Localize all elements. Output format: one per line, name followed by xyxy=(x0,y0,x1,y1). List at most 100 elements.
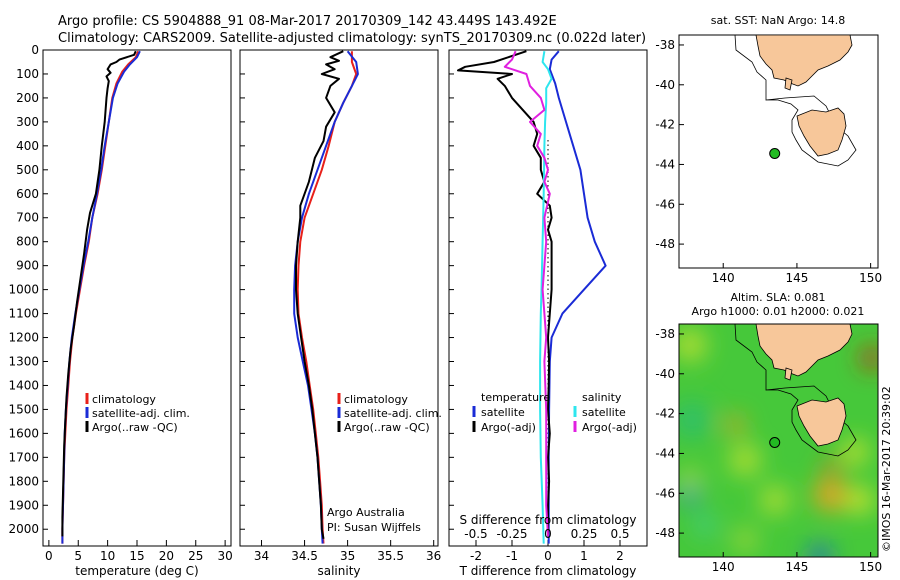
salinity-x-tick-label: 35.5 xyxy=(377,549,404,563)
depth-tick-label: 1800 xyxy=(8,474,39,488)
sst-float-marker xyxy=(769,148,781,159)
depth-tick-label: 2000 xyxy=(8,522,39,536)
salinity-difference-tick-label: 0.25 xyxy=(571,527,598,541)
map-y-tick-label: -44 xyxy=(655,157,675,171)
depth-tick-label: 800 xyxy=(16,235,39,249)
map-y-tick-label: -48 xyxy=(655,237,675,251)
sla-field xyxy=(679,324,878,557)
temperature-x-label: temperature (deg C) xyxy=(75,564,198,578)
salinity-x-tick-label: 36 xyxy=(426,549,441,563)
sla-map: Altim. SLA: 0.081 Argo h1000: 0.01 h2000… xyxy=(655,291,882,574)
legend-label-argo: Argo(..raw -QC) xyxy=(92,421,178,434)
sst-depth-contour xyxy=(734,35,857,167)
sla-mainland xyxy=(755,324,853,377)
depth-tick-label: 1300 xyxy=(8,354,39,368)
temperature-x-tick-label: 20 xyxy=(159,549,174,563)
difference-panel: -2 -1 0 1 2 T difference from climatology S … xyxy=(448,49,648,578)
difference-x-ticks: -2 -1 0 1 2 xyxy=(470,540,624,563)
difference-series xyxy=(457,50,607,544)
series-line-satellite-adj-clim- xyxy=(61,50,141,544)
legend-label-satellite: satellite-adj. clim. xyxy=(344,407,442,420)
depth-tick-label: 1500 xyxy=(8,402,39,416)
legend-label-temp-argo: Argo(-adj) xyxy=(481,421,536,434)
series-line-climatology xyxy=(61,50,140,544)
map-y-tick-label: -46 xyxy=(655,486,675,500)
credit-pi: PI: Susan Wijffels xyxy=(327,521,421,534)
legend-label-climatology: climatology xyxy=(344,393,408,406)
difference-depth-ticks xyxy=(449,49,454,530)
sst-map-title: sat. SST: NaN Argo: 14.8 xyxy=(711,14,845,27)
salinity-difference-label: S difference from climatology xyxy=(460,513,637,527)
legend-label-temp-satellite: satellite xyxy=(481,406,525,419)
legend-label-sal-argo: Argo(-adj) xyxy=(582,421,637,434)
sla-king-island xyxy=(784,367,793,381)
map-x-tick-label: 145 xyxy=(785,560,808,574)
series-line-argo-adj- xyxy=(503,50,551,537)
series-line-satellite xyxy=(547,50,607,544)
salinity-legend: climatology satellite-adj. clim. Argo(..… xyxy=(337,393,442,434)
legend-heading-temperature: temperature xyxy=(481,391,550,404)
sla-tasmania xyxy=(796,397,847,447)
sla-map-ticks: 140 145 150 -38 -40 -42 -44 -46 -48 xyxy=(655,327,882,574)
map-y-tick-label: -40 xyxy=(655,78,675,92)
sla-map-frame xyxy=(678,323,879,558)
temperature-x-tick-label: 5 xyxy=(74,549,82,563)
imos-credit: ©IMOS 16-Mar-2017 20:39:02 xyxy=(880,386,893,552)
map-y-tick-label: -40 xyxy=(655,367,675,381)
map-x-tick-label: 140 xyxy=(712,271,735,285)
depth-tick-label: 1900 xyxy=(8,498,39,512)
difference-x-tick-label: 0 xyxy=(544,549,552,563)
legend-label-climatology: climatology xyxy=(92,393,156,406)
legend-label-sal-satellite: satellite xyxy=(582,406,626,419)
salinity-difference-tick-label: -0.25 xyxy=(496,527,527,541)
sst-map: sat. SST: NaN Argo: 14.8 140 145 150 -38 -40… xyxy=(655,14,882,285)
credit-institution: Argo Australia xyxy=(327,506,405,519)
title-line-1: Argo profile: CS 5904888_91 08-Mar-2017 … xyxy=(58,14,557,29)
depth-tick-label: 1600 xyxy=(8,426,39,440)
depth-tick-label: 500 xyxy=(16,163,39,177)
sst-king-island xyxy=(784,77,793,91)
depth-tick-label: 1000 xyxy=(8,283,39,297)
difference-legend: temperature salinity satellite Argo(-adj… xyxy=(472,391,637,434)
depth-tick-label: 0 xyxy=(31,43,39,57)
depth-tick-label: 900 xyxy=(16,259,39,273)
map-x-tick-label: 140 xyxy=(712,560,735,574)
map-y-tick-label: -46 xyxy=(655,197,675,211)
legend-label-argo: Argo(..raw -QC) xyxy=(344,421,430,434)
depth-tick-label: 700 xyxy=(16,211,39,225)
salinity-difference-tick-label: 0.5 xyxy=(610,527,629,541)
map-x-tick-label: 145 xyxy=(785,271,808,285)
temperature-x-tick-label: 25 xyxy=(188,549,203,563)
difference-x-tick-label: -2 xyxy=(470,549,482,563)
salinity-x-label: salinity xyxy=(317,564,360,578)
map-x-tick-label: 150 xyxy=(859,271,882,285)
salinity-x-tick-label: 35 xyxy=(340,549,355,563)
temperature-x-tick-label: 30 xyxy=(217,549,232,563)
salinity-difference-tick-label: -0.5 xyxy=(464,527,487,541)
difference-x-label: T difference from climatology xyxy=(459,564,637,578)
depth-tick-label: 100 xyxy=(16,67,39,81)
map-y-tick-label: -42 xyxy=(655,407,675,421)
salinity-difference-ticks: -0.5 -0.25 0 0.25 0.5 xyxy=(464,527,629,541)
depth-tick-label: 1200 xyxy=(8,331,39,345)
temperature-x-tick-label: 0 xyxy=(45,549,53,563)
difference-x-tick-label: 1 xyxy=(580,549,588,563)
temperature-legend: climatology satellite-adj. clim. Argo(..… xyxy=(85,393,190,434)
sst-mainland xyxy=(755,35,853,87)
temperature-series xyxy=(61,50,141,544)
temperature-x-ticks: 0 5 10 15 20 25 30 xyxy=(45,540,233,563)
salinity-axes-frame xyxy=(239,49,439,547)
depth-tick-label: 1400 xyxy=(8,378,39,392)
series-line-satellite xyxy=(539,51,553,544)
legend-heading-salinity: salinity xyxy=(582,391,622,404)
sst-tasmania xyxy=(796,107,847,157)
sla-float-marker xyxy=(769,437,781,448)
sla-map-title-2: Argo h1000: 0.01 h2000: 0.021 xyxy=(692,305,865,318)
salinity-x-tick-label: 34.5 xyxy=(291,549,318,563)
temperature-x-tick-label: 15 xyxy=(129,549,144,563)
map-y-tick-label: -42 xyxy=(655,118,675,132)
depth-tick-label: 400 xyxy=(16,139,39,153)
series-line-argo-raw-qc- xyxy=(295,50,344,539)
legend-label-satellite: satellite-adj. clim. xyxy=(92,407,190,420)
difference-x-tick-label: -1 xyxy=(506,549,518,563)
